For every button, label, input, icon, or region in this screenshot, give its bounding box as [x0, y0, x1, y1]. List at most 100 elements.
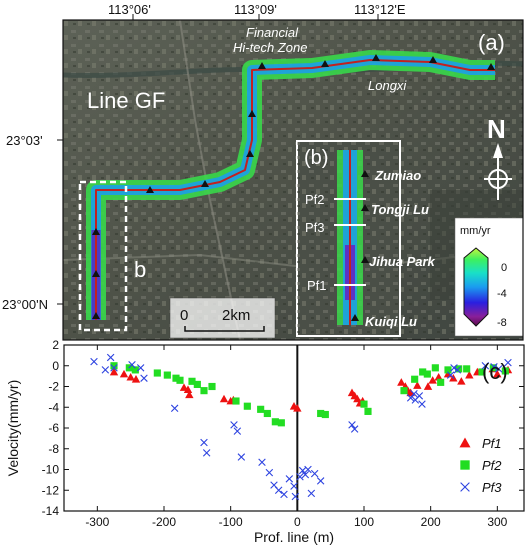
x-tick-label: -100	[219, 515, 243, 529]
data-point-pf2	[360, 400, 368, 408]
station-marker	[246, 150, 254, 157]
colorbar-tick: -8	[497, 317, 507, 329]
data-point-pf3	[140, 374, 148, 382]
data-point-pf3	[280, 490, 288, 499]
data-point-pf2	[208, 382, 216, 391]
inset-letter: b	[134, 257, 146, 282]
data-point-pf2	[257, 405, 265, 413]
x-tick-label: 100	[354, 515, 374, 529]
data-point-pf3	[110, 364, 118, 372]
data-point-pf3	[307, 489, 316, 498]
data-point-pf3	[258, 458, 266, 466]
station-marker	[321, 60, 329, 67]
data-point-pf2	[176, 376, 184, 384]
profile-label-pf3: Pf3	[305, 220, 325, 235]
x-tick-label: 200	[421, 515, 441, 529]
data-point-pf1	[183, 385, 193, 393]
data-point-pf1	[109, 367, 119, 376]
data-point-pf3	[290, 482, 298, 490]
station-marker	[201, 180, 209, 187]
data-point-pf3	[350, 425, 359, 433]
coordinate-ticks: 113°06' 113°09' 113°12'E 23°03' 23°00'N	[2, 2, 406, 312]
data-point-pf2	[193, 380, 201, 388]
data-point-pf1	[397, 378, 406, 386]
data-point-pf3	[230, 421, 238, 429]
x-tick-label: -300	[85, 515, 109, 529]
data-point-pf3	[504, 358, 512, 367]
data-point-pf2	[478, 368, 486, 376]
data-point-pf2	[431, 364, 439, 372]
x-axis: -300 -200 -100 0 100 200 300	[85, 345, 508, 529]
data-point-pf3	[101, 366, 110, 374]
map-frame	[62, 19, 524, 341]
data-point-pf3	[406, 394, 415, 402]
data-point-pf1	[493, 369, 502, 378]
data-point-pf2	[400, 387, 408, 395]
station-marker	[146, 186, 154, 193]
y-tick-label: -2	[48, 380, 59, 394]
scale-bar-line	[184, 326, 265, 332]
legend-label-pf1: Pf1	[482, 436, 502, 451]
x-tick-label: 0	[294, 515, 301, 529]
y-axis-label: Velocity(mm/yr)	[5, 380, 21, 476]
data-point-pf1	[131, 375, 141, 383]
data-point-pf1	[219, 394, 229, 403]
data-point-pf1	[423, 382, 433, 390]
data-point-pf3	[106, 353, 115, 362]
data-point-pf3	[170, 404, 179, 413]
legend-label-pf3: Pf3	[482, 480, 502, 495]
place-label-hitech-zone: Hi-tech Zone	[233, 40, 307, 55]
legend: Pf1 Pf2 Pf3	[459, 436, 502, 495]
data-point-pf2	[153, 369, 161, 377]
data-point-pf2	[444, 366, 452, 374]
x-tick-label: 300	[487, 515, 507, 529]
map-panel: b Line GF Financial Hi-tech Zone Longxi …	[2, 2, 524, 341]
legend-marker-pf3	[460, 482, 470, 492]
north-label: N	[487, 114, 506, 144]
x-tick-label: -200	[152, 515, 176, 529]
road	[179, 19, 241, 341]
data-point-pf3	[285, 475, 294, 483]
y-tick-label: -12	[42, 483, 60, 497]
data-points	[90, 353, 513, 501]
y-tick-label: -14	[42, 504, 60, 518]
data-point-pf2	[232, 397, 240, 405]
inset-panel-b: Pf2 Pf3 Pf1 Zumiao Tongji Lu Jihua Park …	[296, 140, 436, 337]
data-point-pf3	[304, 465, 312, 474]
station-marker	[361, 170, 369, 177]
data-point-pf3	[348, 421, 356, 429]
data-point-pf1	[126, 372, 135, 381]
data-point-pf2	[437, 378, 445, 386]
data-point-pf3	[90, 357, 98, 366]
station-marker	[351, 314, 359, 321]
station-marker	[361, 256, 369, 263]
data-point-pf2	[172, 374, 180, 382]
station-marker	[487, 63, 495, 70]
colorbar-tick: 0	[501, 262, 507, 274]
y-tick-label: 0	[52, 359, 59, 373]
y-tick-label: -4	[48, 400, 59, 414]
data-point-pf1	[465, 370, 474, 379]
data-point-pf2	[419, 368, 427, 376]
data-point-pf3	[415, 392, 424, 400]
panel-b-label: (b)	[304, 147, 328, 169]
colorbar: mm/yr 0 -4 -8	[454, 217, 524, 337]
y-axis: 2 0 -2 -4 -6 -8 -10 -12 -14	[42, 338, 524, 518]
lon-tick-label: 113°06'	[108, 2, 151, 17]
data-point-pf2	[188, 377, 196, 385]
station-label-tongji-lu: Tongji Lu	[371, 202, 429, 217]
data-point-pf3	[136, 364, 145, 372]
lat-tick-label: 23°03'	[6, 133, 43, 148]
place-label-financial: Financial	[246, 25, 299, 40]
road-2	[62, 249, 524, 272]
data-point-pf3	[453, 366, 462, 374]
north-arrow: N	[484, 114, 512, 200]
data-point-pf2	[200, 387, 208, 395]
profile-chart: -300 -200 -100 0 100 200 300 2 0 -2 -4 -6 -8 -10 -12 -…	[5, 338, 525, 545]
data-point-pf2	[243, 402, 251, 410]
station-label-zumiao: Zumiao	[374, 168, 421, 183]
data-point-pf1	[434, 372, 443, 381]
data-point-pf1	[119, 369, 129, 378]
y-tick-label: 2	[52, 338, 59, 352]
data-point-pf2	[463, 365, 471, 373]
